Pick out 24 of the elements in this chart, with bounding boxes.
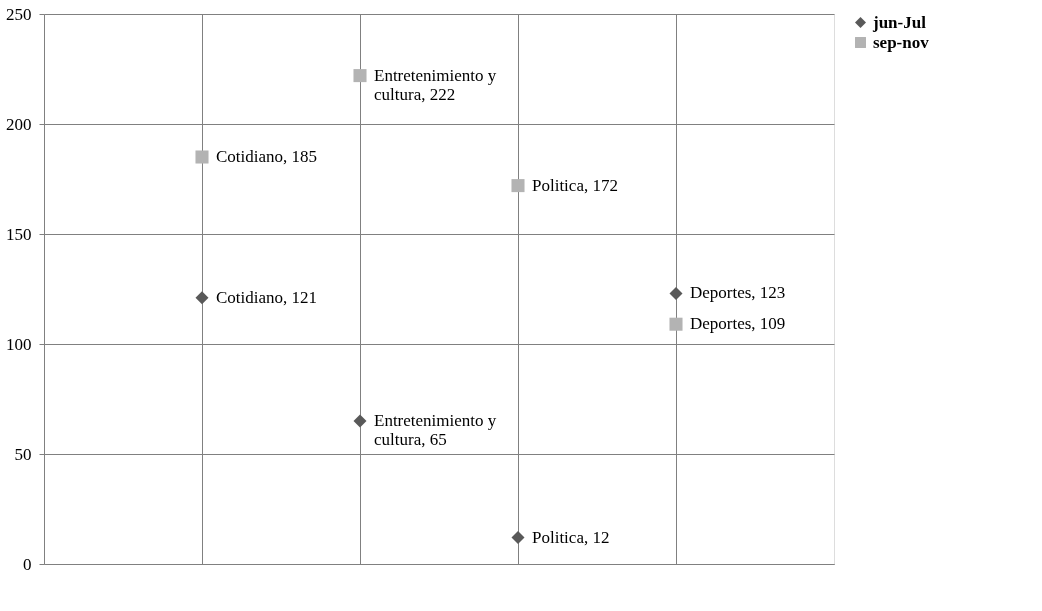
point <box>195 150 209 164</box>
legend-label: jun-Jul <box>872 12 927 32</box>
point <box>353 69 367 83</box>
data-label: Cotidiano, 121 <box>216 287 318 307</box>
data-label: Entretenimiento y cultura, 65 <box>374 411 497 449</box>
y-tick-label: 150 <box>6 224 32 244</box>
data-label: Deportes, 109 <box>690 314 786 334</box>
data-label: Deportes, 123 <box>690 283 786 303</box>
y-tick-label: 100 <box>6 334 32 354</box>
point <box>195 291 209 305</box>
y-tick-label: 50 <box>14 444 32 464</box>
point <box>511 179 525 193</box>
y-tick-label: 0 <box>23 554 32 574</box>
point <box>511 531 525 545</box>
data-label: Politica, 172 <box>532 175 618 195</box>
data-label: Cotidiano, 185 <box>216 147 318 166</box>
y-tick-label: 200 <box>6 114 32 134</box>
data-label: Politica, 12 <box>532 527 610 547</box>
y-tick-label: 250 <box>6 4 32 24</box>
point <box>353 414 367 428</box>
point <box>669 286 683 300</box>
point <box>669 317 683 331</box>
legend-label: sep-nov <box>873 32 930 52</box>
data-label: Entretenimiento y cultura, 222 <box>374 65 497 104</box>
